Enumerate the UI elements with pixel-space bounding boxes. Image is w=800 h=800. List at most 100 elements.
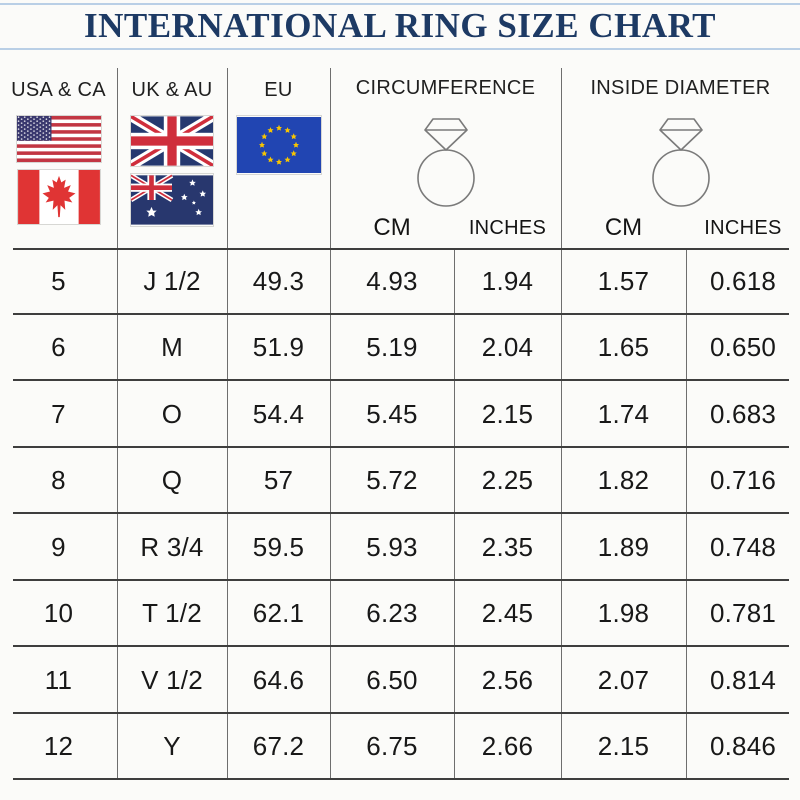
- flag-stack: [131, 116, 213, 226]
- table-row: 8 Q 57 5.72 2.25 1.82 0.716: [0, 448, 800, 515]
- cell-eu: 62.1: [252, 598, 305, 629]
- cell-usa-ca: 5: [51, 265, 66, 296]
- cell-uk-au: R 3/4: [140, 531, 204, 562]
- cell-diam-in: 0.781: [709, 598, 777, 629]
- cell-diam-in: 0.650: [709, 332, 777, 363]
- cell-circ-cm: 6.50: [366, 664, 418, 695]
- us-flag-icon: [16, 116, 101, 162]
- cell-diam-cm: 2.07: [597, 664, 650, 695]
- cell-circ-in: 2.25: [481, 465, 534, 496]
- table-row: 6 M 51.9 5.19 2.04 1.65 0.650: [0, 315, 800, 382]
- cell-uk-au: T 1/2: [142, 598, 202, 629]
- table-header: USA & CA: [0, 60, 800, 248]
- cell-eu: 49.3: [252, 265, 305, 296]
- table-row: 10 T 1/2 62.1 6.23 2.45 1.98 0.781: [0, 581, 800, 648]
- table-body: 5 J 1/2 49.3 4.93 1.94 1.57 0.618 6 M 51.9 5.19 2.0…: [0, 248, 800, 780]
- cell-uk-au: Y: [163, 731, 181, 762]
- table-row: 9 R 3/4 59.5 5.93 2.35 1.89 0.748: [0, 514, 800, 581]
- table-row: 5 J 1/2 49.3 4.93 1.94 1.57 0.618: [0, 248, 800, 315]
- cell-diam-in: 0.846: [709, 731, 777, 762]
- unit-header-row: CM INCHES: [330, 209, 561, 248]
- column-divider: [117, 68, 118, 780]
- cell-uk-au: Q: [161, 465, 183, 496]
- cell-uk-au: M: [161, 332, 183, 363]
- cell-diam-cm: 1.89: [597, 531, 650, 562]
- unit-header-cm: CM: [604, 214, 643, 242]
- table-row: 12 Y 67.2 6.75 2.66 2.15 0.846: [0, 714, 800, 781]
- ring-illustration: [410, 109, 482, 209]
- column-divider: [330, 68, 331, 780]
- column-header-label: INSIDE DIAMETER: [590, 76, 771, 99]
- header-col-eu: EU: [227, 60, 330, 248]
- cell-eu: 67.2: [252, 731, 305, 762]
- cell-diam-in: 0.716: [709, 465, 777, 496]
- cell-uk-au: J 1/2: [143, 265, 201, 296]
- cell-circ-in: 2.45: [481, 598, 534, 629]
- cell-usa-ca: 11: [44, 664, 73, 695]
- cell-diam-cm: 1.57: [597, 265, 650, 296]
- cell-diam-in: 0.683: [709, 398, 777, 429]
- cell-diam-cm: 1.82: [597, 465, 650, 496]
- cell-diam-cm: 1.74: [597, 398, 650, 429]
- cell-usa-ca: 6: [51, 332, 66, 363]
- column-divider: [454, 248, 455, 780]
- column-header-label: EU: [264, 78, 293, 101]
- column-divider: [227, 68, 228, 780]
- cell-circ-cm: 6.23: [366, 598, 418, 629]
- header-col-inside-diameter: INSIDE DIAMETER CM INCHES: [561, 60, 800, 248]
- column-divider: [561, 68, 562, 780]
- cell-circ-in: 2.35: [481, 531, 534, 562]
- flag-stack: [236, 116, 321, 174]
- unit-header-inches: INCHES: [468, 216, 547, 239]
- cell-diam-cm: 2.15: [597, 731, 650, 762]
- cell-usa-ca: 12: [43, 731, 74, 762]
- page-title: INTERNATIONAL RING SIZE CHART: [83, 6, 717, 45]
- australia-flag-icon: [131, 174, 213, 225]
- cell-circ-cm: 5.93: [366, 531, 418, 562]
- table-row: 11 V 1/2 64.6 6.50 2.56 2.07 0.814: [0, 647, 800, 714]
- cell-usa-ca: 10: [43, 598, 74, 629]
- cell-uk-au: O: [161, 398, 183, 429]
- unit-header-row: CM INCHES: [561, 209, 800, 248]
- cell-circ-in: 2.15: [481, 398, 534, 429]
- top-divider: [0, 3, 800, 5]
- diamond-ring-icon: [651, 118, 710, 207]
- flag-stack: [16, 116, 101, 224]
- cell-diam-cm: 1.98: [597, 598, 650, 629]
- title-divider: [0, 48, 800, 50]
- cell-circ-cm: 5.19: [366, 332, 418, 363]
- cell-diam-cm: 1.65: [597, 332, 650, 363]
- cell-circ-in: 2.66: [481, 731, 534, 762]
- cell-eu: 57: [263, 465, 294, 496]
- cell-circ-cm: 4.93: [366, 265, 418, 296]
- cell-eu: 64.6: [252, 664, 305, 695]
- cell-circ-cm: 6.75: [366, 731, 418, 762]
- header-col-uk-au: UK & AU: [117, 60, 227, 248]
- column-divider: [686, 248, 687, 780]
- column-header-label: CIRCUMFERENCE: [355, 76, 536, 99]
- size-chart-table: USA & CA: [0, 60, 800, 780]
- header-col-circumference: CIRCUMFERENCE CM INCHES: [330, 60, 561, 248]
- ring-illustration: [645, 109, 717, 209]
- column-header-label: USA & CA: [11, 78, 106, 101]
- cell-uk-au: V 1/2: [141, 664, 203, 695]
- cell-usa-ca: 9: [51, 531, 66, 562]
- cell-circ-cm: 5.45: [366, 398, 418, 429]
- cell-circ-cm: 5.72: [366, 465, 418, 496]
- eu-flag-icon: [236, 117, 321, 173]
- header-col-usa-ca: USA & CA: [0, 60, 117, 248]
- column-header-label: UK & AU: [131, 78, 213, 101]
- cell-eu: 54.4: [252, 398, 305, 429]
- cell-diam-in: 0.618: [709, 265, 777, 296]
- cell-usa-ca: 8: [51, 465, 66, 496]
- cell-circ-in: 2.56: [481, 664, 534, 695]
- cell-usa-ca: 7: [51, 398, 66, 429]
- cell-circ-in: 2.04: [481, 332, 534, 363]
- cell-eu: 51.9: [252, 332, 305, 363]
- uk-flag-icon: [131, 116, 213, 166]
- unit-header-inches: INCHES: [704, 216, 782, 239]
- cell-diam-in: 0.748: [709, 531, 777, 562]
- diamond-ring-icon: [416, 118, 475, 207]
- cell-eu: 59.5: [252, 531, 305, 562]
